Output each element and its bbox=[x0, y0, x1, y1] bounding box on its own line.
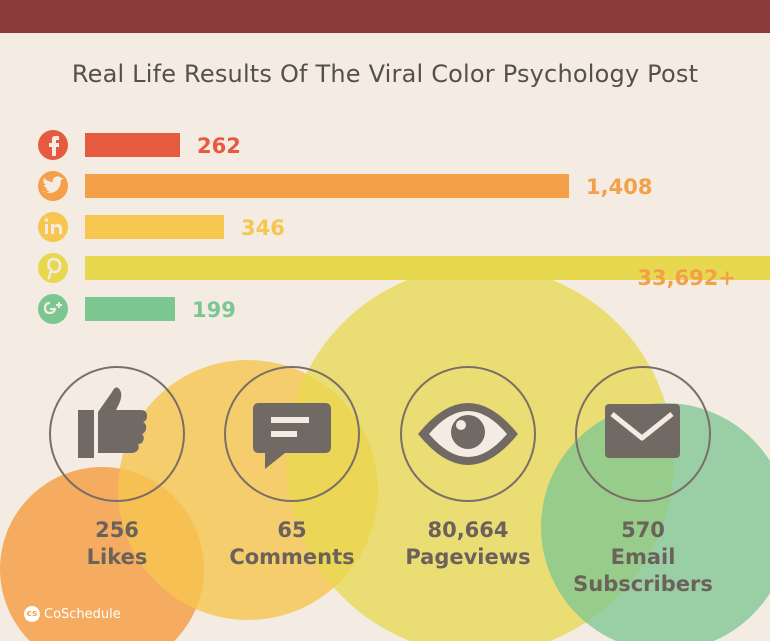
twitter-icon bbox=[38, 171, 68, 201]
linkedin-bar bbox=[85, 215, 224, 239]
subscribers-icon-circle bbox=[575, 366, 711, 502]
subscribers-stat: 570 Email Subscribers bbox=[568, 517, 718, 598]
linkedin-icon bbox=[38, 212, 68, 242]
subscribers-count: 570 bbox=[621, 518, 665, 542]
likes-icon-circle bbox=[49, 366, 185, 502]
comments-icon-circle bbox=[224, 366, 360, 502]
pageviews-count: 80,664 bbox=[427, 518, 509, 542]
brand-logo: cs CoSchedule bbox=[24, 606, 121, 622]
comments-stat: 65 Comments bbox=[222, 517, 362, 571]
eye-icon bbox=[418, 403, 518, 465]
twitter-value-label: 1,408 bbox=[586, 175, 652, 199]
google-plus-bar bbox=[85, 297, 175, 321]
green-circle bbox=[541, 403, 770, 641]
pinterest-icon bbox=[38, 253, 68, 283]
linkedin-value-label: 346 bbox=[241, 216, 285, 240]
pinterest-value-label: 33,692+ bbox=[637, 266, 736, 290]
comments-count: 65 bbox=[277, 518, 307, 542]
twitter-bar bbox=[85, 174, 569, 198]
comment-icon bbox=[253, 403, 331, 469]
google-plus-icon bbox=[38, 294, 68, 324]
likes-label: Likes bbox=[86, 545, 148, 569]
pageviews-label: Pageviews bbox=[405, 545, 531, 569]
pageviews-stat: 80,664 Pageviews bbox=[398, 517, 538, 571]
likes-stat: 256 Likes bbox=[57, 517, 177, 571]
likes-count: 256 bbox=[95, 518, 139, 542]
comments-label: Comments bbox=[229, 545, 355, 569]
facebook-value-label: 262 bbox=[197, 134, 241, 158]
pinterest-bar bbox=[85, 256, 770, 280]
stat-icons bbox=[49, 366, 711, 502]
brand-name: CoSchedule bbox=[44, 606, 121, 622]
google-plus-value-label: 199 bbox=[192, 298, 236, 322]
subscribers-label-line-2: Subscribers bbox=[573, 572, 713, 596]
coschedule-icon: cs bbox=[24, 606, 40, 622]
facebook-bar bbox=[85, 133, 180, 157]
thumbs-up-icon bbox=[78, 387, 147, 458]
bars-layer: 262 1,408 346 33,692+ 199 bbox=[85, 133, 770, 322]
subscribers-label-line-1: Email bbox=[610, 545, 676, 569]
page-title: Real Life Results Of The Viral Color Psy… bbox=[71, 60, 699, 88]
header-bar bbox=[0, 0, 770, 33]
envelope-icon bbox=[605, 404, 680, 458]
facebook-icon bbox=[38, 130, 68, 160]
pageviews-icon-circle bbox=[400, 366, 536, 502]
